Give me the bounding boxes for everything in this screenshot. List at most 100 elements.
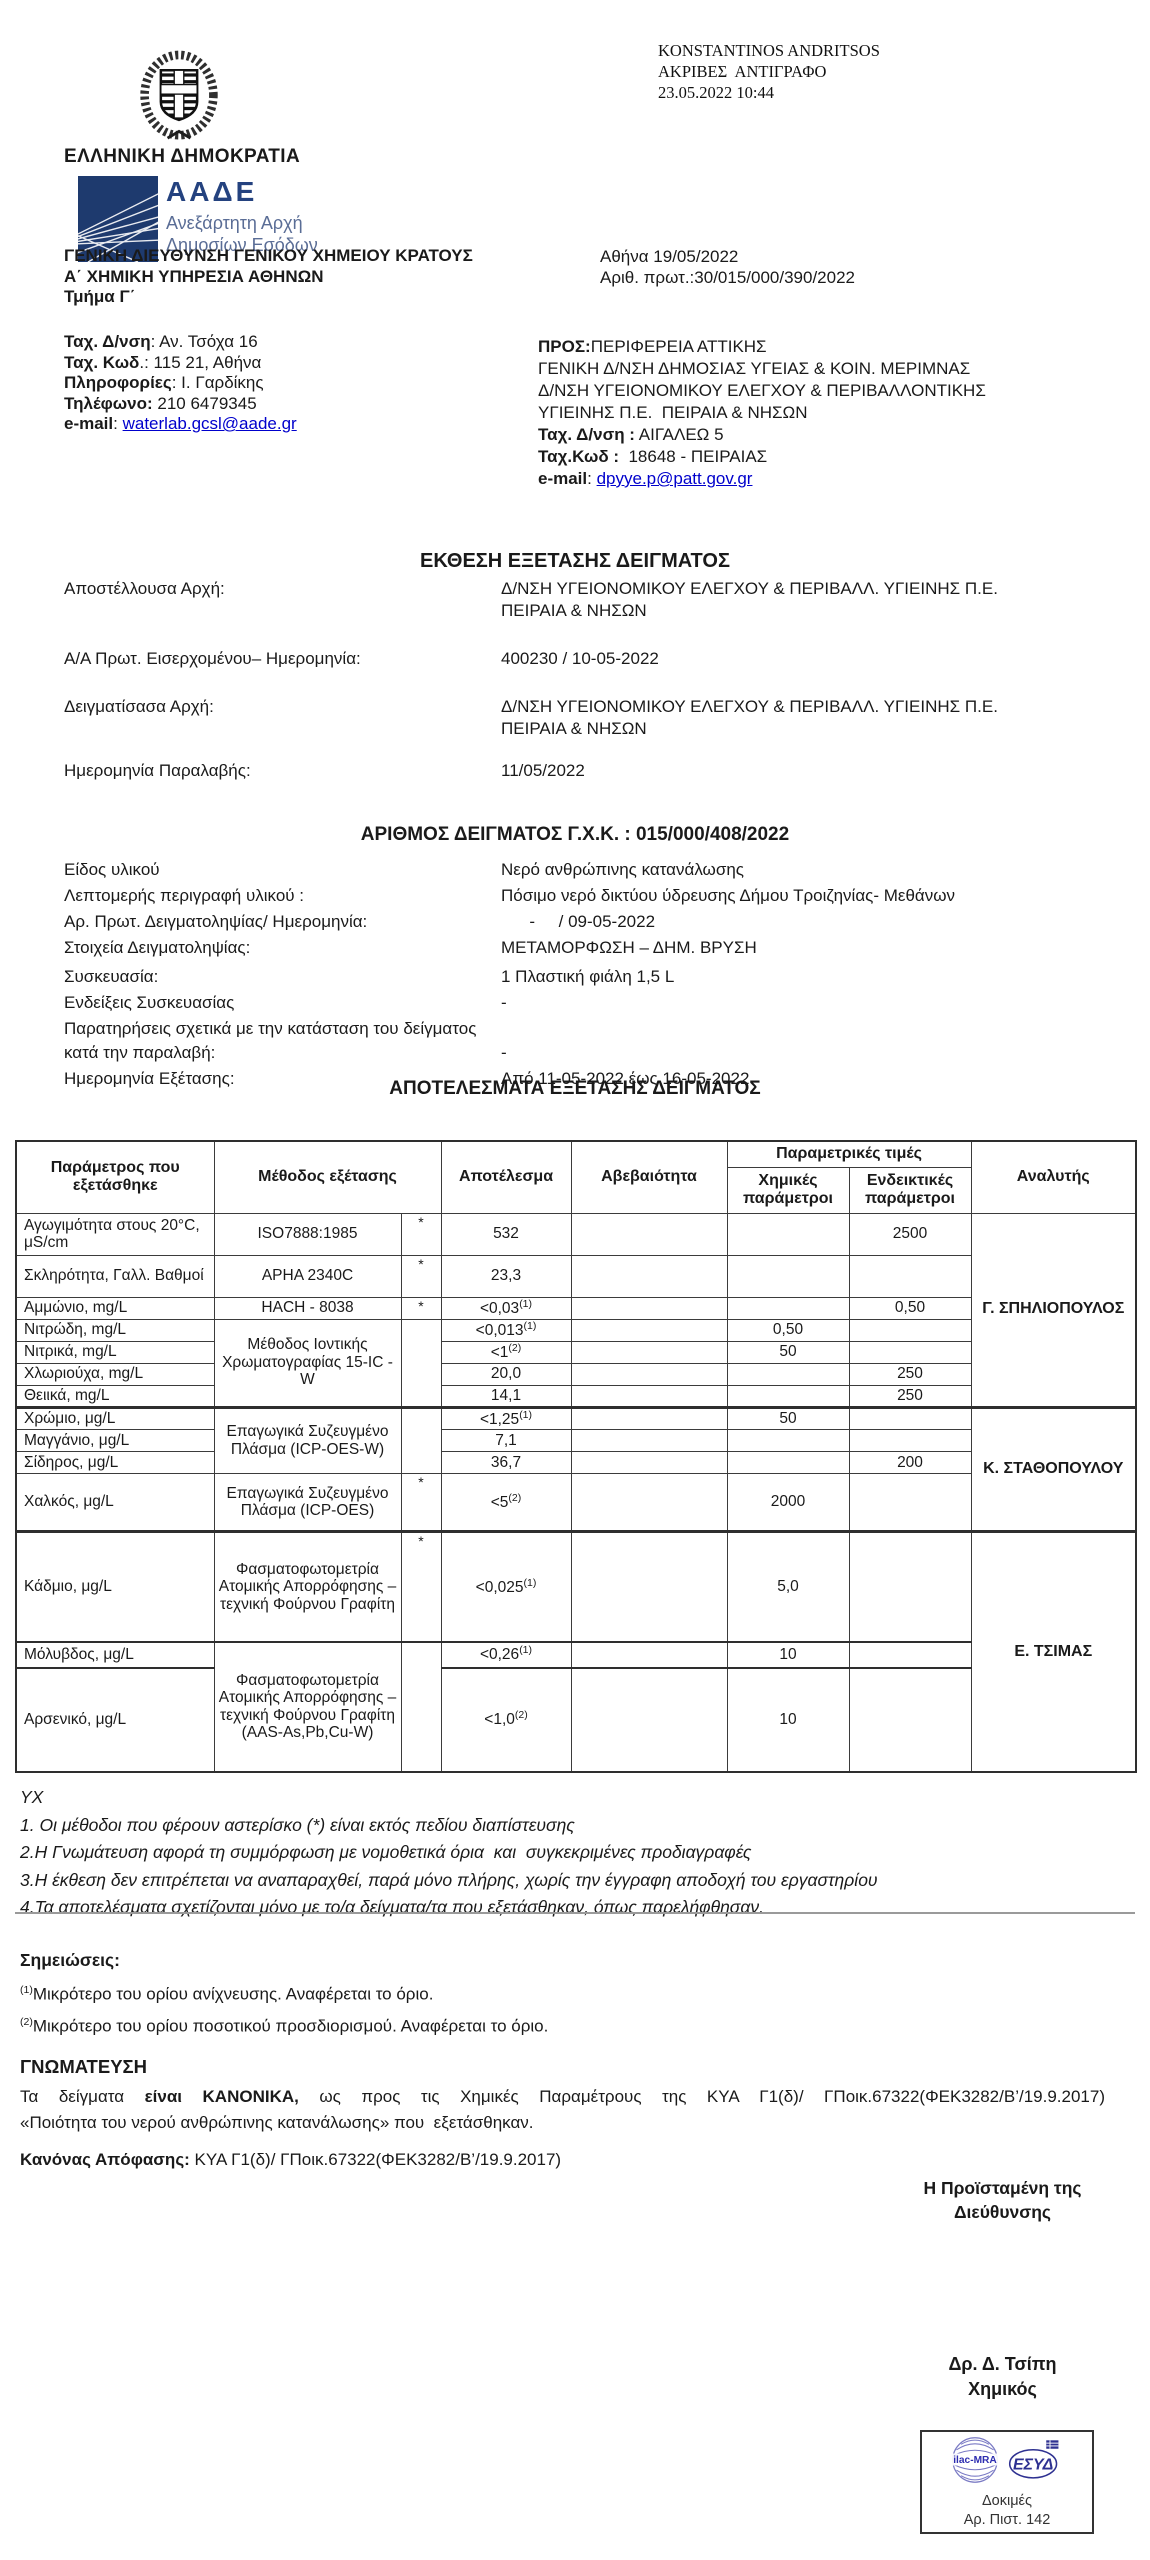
- certified-copy-stamp: KONSTANTINOS ANDRITSOS ΑΚΡΙΒΕΣ ΑΝΤΙΓΡΑΦΟ…: [658, 40, 880, 103]
- hellenic-republic-title: ΕΛΛΗΝΙΚΗ ΔΗΜΟΚΡΑΤΙΑ: [64, 146, 301, 167]
- analyst-spiliopoulos: Γ. ΣΠΗΛΙΟΠΟΥΛΟΣ: [970, 1212, 1137, 1408]
- method-gfaas: Φασματοφωτομετρία Ατομικής Απορρόφησης –…: [213, 1530, 402, 1643]
- recipient-email-link[interactable]: dpyye.p@patt.gov.gr: [596, 469, 753, 488]
- field-label: Συσκευασία:: [64, 967, 159, 986]
- col-header-method: Μέθοδος εξέτασης: [213, 1140, 442, 1214]
- note-detection-limit: (1)Μικρότερο του ορίου ανίχνευσης. Αναφέ…: [20, 1984, 434, 2004]
- stamp-signer-name: KONSTANTINOS ANDRITSOS: [658, 41, 880, 60]
- table-row-nitrates: Νιτρικά, mg/L <1(2) 50: [15, 1340, 1136, 1364]
- decision-rule-value: ΚΥΑ Γ1(δ)/ ΓΠοικ.67322(ΦΕΚ3282/Β’/19.9.2…: [189, 2150, 562, 2169]
- aade-subtitle-line1: Ανεξάρτητη Αρχή: [166, 213, 303, 233]
- results-title: ΑΠΟΤΕΛΕΣΜΑΤΑ ΕΞΕΤΑΣΗΣ ΔΕΙΓΜΑΤΟΣ: [389, 1078, 761, 1099]
- field-receipt-date: Ημερομηνία Παραλαβής: 11/05/2022: [64, 760, 1124, 782]
- recipient-email-line: e-mail: dpyye.p@patt.gov.gr: [538, 468, 986, 490]
- svg-text:ΕΣΥΔ: ΕΣΥΔ: [1012, 2456, 1052, 2473]
- field-incoming-protocol: Α/Α Πρωτ. Εισερχομένου– Ημερομηνία: 4002…: [64, 648, 1124, 670]
- verdict-line2: «Ποιότητα του νερού ανθρώπινης κατανάλωσ…: [20, 2113, 534, 2132]
- decision-rule-label: Κανόνας Απόφασης:: [20, 2150, 190, 2169]
- field-label: Ημερομηνία Εξέτασης:: [64, 1069, 235, 1088]
- field-label: Είδος υλικού: [64, 860, 160, 879]
- field-value: 1 Πλαστική φιάλη 1,5 L: [501, 967, 675, 986]
- footnote-3: 3.Η έκθεση δεν επιτρέπεται να αναπαραχθε…: [20, 1869, 878, 1890]
- date-protocol-block: Αθήνα 19/05/2022 Αριθ. πρωτ.:30/015/000/…: [600, 246, 855, 288]
- field-value: Δ/ΝΣΗ ΥΓΕΙΟΝΟΜΙΚΟΥ ΕΛΕΓΧΟΥ & ΠΕΡΙΒΑΛΛ. Υ…: [501, 578, 1124, 622]
- col-header-analyst: Αναλυτής: [970, 1140, 1137, 1214]
- col-header-uncertainty: Αβεβαιότητα: [570, 1140, 728, 1214]
- col-header-parameter: Παράμετρος που εξετάσθηκε: [15, 1140, 215, 1214]
- contact-phone-label: Τηλέφωνο:: [64, 393, 153, 413]
- contact-zip-label: Ταχ. Κωδ: [64, 352, 140, 372]
- field-value-line1: Δ/ΝΣΗ ΥΓΕΙΟΝΟΜΙΚΟΥ ΕΛΕΓΧΟΥ & ΠΕΡΙΒΑΛΛ. Υ…: [501, 579, 998, 598]
- contact-address-line: Ταχ. Δ/νση: Αν. Τσόχα 16: [64, 332, 297, 353]
- field-value: Από 11-05-2022 έως 16-05-2022: [501, 1069, 750, 1088]
- org-line-general-directorate: ΓΕΝΙΚΗ ΔΙΕΥΘΥΝΣΗ ΓΕΝΙΚΟΥ ΧΗΜΕΙΟΥ ΚΡΑΤΟΥΣ: [64, 246, 473, 265]
- field-value: - / 09-05-2022: [501, 912, 656, 931]
- issuing-directorate: ΓΕΝΙΚΗ ΔΙΕΥΘΥΝΣΗ ΓΕΝΙΚΟΥ ΧΗΜΕΙΟΥ ΚΡΑΤΟΥΣ…: [64, 246, 473, 308]
- greek-coat-of-arms-icon: [136, 46, 222, 148]
- field-value: Πόσιμο νερό δικτύου ύδρευσης Δήμου Τροιζ…: [501, 886, 956, 905]
- recipient-zip-label: Ταχ.Κωδ :: [538, 447, 620, 466]
- contact-zip-value: .: 115 21, Αθήνα: [139, 352, 262, 372]
- accreditation-logos: ilac-MRA ΕΣΥΔ: [950, 2435, 1065, 2490]
- table-row-copper: Χαλκός, μg/L Επαγωγικά Συζευγμένο Πλάσμα…: [15, 1473, 1136, 1533]
- method-icp-oes-w: Επαγωγικά Συζευγμένο Πλάσμα (ICP-OES-W): [213, 1405, 402, 1475]
- decision-rule-line: Κανόνας Απόφασης: ΚΥΑ Γ1(δ)/ ΓΠοικ.67322…: [20, 2150, 561, 2170]
- field-sampling-details: Στοιχεία Δειγματοληψίας: ΜΕΤΑΜΟΡΦΩΣΗ – Δ…: [64, 936, 1134, 960]
- recipient-to-line: ΠΡΟΣ:ΠΕΡΙΦΕΡΕΙΑ ΑΤΤΙΚΗΣ: [538, 336, 986, 358]
- field-value: 11/05/2022: [501, 761, 585, 780]
- table-header-row-1: Παράμετρος που εξετάσθηκε Μέθοδος εξέτασ…: [15, 1140, 1137, 1214]
- svg-text:ilac-MRA: ilac-MRA: [953, 2455, 997, 2466]
- signatory-role-line1: Η Προϊσταμένη της: [923, 2178, 1082, 2198]
- verdict-line1: Τα δείγματα είναι ΚΑΝΟΝΙΚΑ, ως προς τις …: [20, 2087, 1105, 2106]
- contact-zip-line: Ταχ. Κωδ.: 115 21, Αθήνα: [64, 353, 297, 374]
- method-gfaas-as-pb-cu: Φασματοφωτομετρία Ατομικής Απορρόφησης –…: [213, 1640, 402, 1773]
- esyd-logo-icon: ΕΣΥΔ: [1005, 2438, 1065, 2487]
- method-icp-oes: Επαγωγικά Συζευγμένο Πλάσμα (ICP-OES): [213, 1473, 402, 1533]
- field-value: Νερό ανθρώπινης κατανάλωσης: [501, 860, 744, 879]
- field-label: Ημερομηνία Παραλαβής:: [64, 761, 251, 780]
- field-label: Α/Α Πρωτ. Εισερχομένου– Ημερομηνία:: [64, 649, 361, 668]
- report-title: ΕΚΘΕΣΗ ΕΞΕΤΑΣΗΣ ΔΕΙΓΜΑΤΟΣ: [420, 550, 730, 572]
- contact-email-label: e-mail: [64, 414, 114, 433]
- recipient-email-separator: :: [587, 469, 597, 488]
- accreditation-cert-number: Αρ. Πιστ. 142: [963, 2511, 1051, 2528]
- field-value: Δ/ΝΣΗ ΥΓΕΙΟΝΟΜΙΚΟΥ ΕΛΕΓΧΟΥ & ΠΕΡΙΒΑΛΛ. Υ…: [501, 696, 1124, 740]
- org-line-department: Τμήμα Γ΄: [64, 287, 136, 306]
- table-row-sulphates: Θειικά, mg/L 14,1 250: [15, 1384, 1136, 1408]
- recipient-block: ΠΡΟΣ:ΠΕΡΙΦΕΡΕΙΑ ΑΤΤΙΚΗΣ ΓΕΝΙΚΗ Δ/ΝΣΗ ΔΗΜ…: [538, 336, 986, 490]
- field-sampling-authority: Δειγματίσασα Αρχή: Δ/ΝΣΗ ΥΓΕΙΟΝΟΜΙΚΟΥ ΕΛ…: [64, 696, 1124, 740]
- recipient-zip-value: 18648 - ΠΕΙΡΑΙΑΣ: [619, 447, 768, 466]
- table-row-cadmium: Κάδμιο, μg/L Φασματοφωτομετρία Ατομικής …: [15, 1530, 1137, 1773]
- contact-address-value: : Αν. Τσόχα 16: [150, 332, 258, 351]
- sender-contact-block: Ταχ. Δ/νση: Αν. Τσόχα 16 Ταχ. Κωδ.: 115 …: [64, 332, 297, 435]
- org-line-chemical-service: Α΄ ΧΗΜΙΚΗ ΥΠΗΡΕΣΙΑ ΑΘΗΝΩΝ: [64, 266, 324, 286]
- sender-email-link[interactable]: waterlab.gcsl@aade.gr: [122, 414, 297, 433]
- table-row-arsenic: Αρσενικό, μg/L <1,0(2) 10: [15, 1666, 1136, 1773]
- field-label: Αποστέλλουσα Αρχή:: [64, 579, 225, 598]
- city-date: Αθήνα 19/05/2022: [600, 247, 739, 266]
- recipient-zip-line: Ταχ.Κωδ : 18648 - ΠΕΙΡΑΙΑΣ: [538, 446, 986, 468]
- accreditation-scope: Δοκιμές: [981, 2492, 1033, 2509]
- recipient-line4: ΥΓΙΕΙΝΗΣ Π.Ε. ΠΕΙΡΑΙΑ & ΝΗΣΩΝ: [538, 403, 808, 422]
- results-table: Παράμετρος που εξετάσθηκε Μέθοδος εξέτασ…: [15, 1140, 1137, 1773]
- contact-address-label: Ταχ. Δ/νση: [64, 332, 151, 351]
- col-header-chemical-parameters: Χημικές παράμετροι: [726, 1166, 850, 1214]
- footnote-2: 2.Η Γνωμάτευση αφορά τη συμμόρφωση με νο…: [20, 1842, 752, 1862]
- results-data-table: Παράμετρος που εξετάσθηκε Μέθοδος εξέτασ…: [15, 1140, 1137, 1773]
- table-row-manganese: Μαγγάνιο, μg/L 7,1: [15, 1429, 1136, 1453]
- field-value: -: [501, 993, 507, 1012]
- contact-info-value: : Ι. Γαρδίκης: [171, 373, 264, 392]
- footnote-4: 4.Τα αποτελέσματα σχετίζονται μόνο με το…: [20, 1897, 764, 1917]
- notes-heading: Σημειώσεις:: [20, 1950, 120, 1970]
- footnote-1: 1. Οι μέθοδοι που φέρουν αστερίσκο (*) ε…: [20, 1814, 575, 1835]
- aade-acronym: ΑΑΔΕ: [166, 176, 258, 207]
- field-sending-authority: Αποστέλλουσα Αρχή: Δ/ΝΣΗ ΥΓΕΙΟΝΟΜΙΚΟΥ ΕΛ…: [64, 578, 1124, 622]
- col-header-indicative-parameters: Ενδεικτικές παράμετροι: [848, 1166, 972, 1214]
- table-header-row-2: Χημικές παράμετροι Ενδεικτικές παράμετρο…: [16, 1166, 1136, 1214]
- verdict-heading: ΓΝΩΜΑΤΕΥΣΗ: [20, 2056, 147, 2077]
- aade-subtitle: Ανεξάρτητη Αρχή Δημοσίων Εσόδων: [166, 212, 318, 256]
- contact-info-label: Πληροφορίες: [64, 373, 172, 392]
- recipient-address-label: Ταχ. Δ/νση :: [538, 425, 635, 444]
- table-row-chromium: Χρώμιο, μg/L Επαγωγικά Συζευγμένο Πλάσμα…: [15, 1405, 1137, 1533]
- aade-logo-icon: [73, 176, 163, 263]
